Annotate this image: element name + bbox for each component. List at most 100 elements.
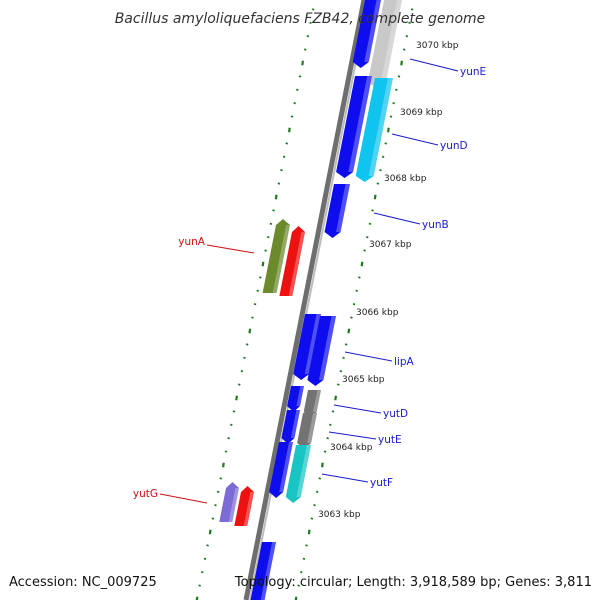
scale-label-3: 3067 kbp bbox=[369, 240, 412, 250]
tick-mark-inner bbox=[245, 343, 249, 346]
tick-mark-outer bbox=[358, 276, 361, 279]
gene-yunA-olive bbox=[262, 219, 290, 293]
tick-mark-outer bbox=[339, 370, 343, 373]
tick-mark-outer bbox=[307, 529, 311, 535]
gene-yunA-olive-body bbox=[262, 219, 290, 293]
tick-mark-inner bbox=[259, 276, 262, 279]
tick-mark-outer bbox=[305, 544, 308, 547]
gene-label-lipA: lipA bbox=[394, 356, 414, 368]
gene-yunB-highlight bbox=[336, 184, 350, 232]
tick-mark-inner bbox=[274, 194, 278, 200]
tick-mark-outer bbox=[379, 169, 382, 172]
tick-mark-outer bbox=[394, 88, 398, 91]
tick-mark-inner bbox=[282, 155, 286, 158]
tick-mark-inner bbox=[216, 490, 220, 493]
tick-mark-inner bbox=[311, 8, 315, 11]
tick-mark-inner bbox=[235, 395, 238, 401]
gene-yunA-olive-highlight bbox=[272, 225, 290, 293]
scale-label-7: 3063 kbp bbox=[318, 510, 361, 520]
gene-yunA-red-highlight bbox=[288, 232, 305, 296]
tick-mark-outer bbox=[355, 289, 359, 292]
tick-mark-outer bbox=[365, 236, 369, 239]
tick-mark-outer bbox=[321, 462, 324, 468]
tick-mark-outer bbox=[360, 261, 364, 267]
scale-labels: 3070 kbp 3069 kbp 3068 kbp 3067 kbp 3066 kbp… bbox=[318, 41, 459, 520]
tick-mark-inner bbox=[287, 127, 291, 133]
tick-mark-outer bbox=[376, 182, 380, 185]
gene-yutD-blue-body bbox=[287, 386, 304, 412]
gene-label-yutG: yutG bbox=[133, 488, 158, 500]
gene-yutF-blue-highlight bbox=[279, 442, 293, 492]
gene-label-yunE: yunE bbox=[460, 66, 486, 78]
gene-yunE-gray-body bbox=[367, 0, 403, 88]
tick-mark-inner bbox=[227, 437, 231, 440]
tick-mark-outer bbox=[313, 504, 316, 507]
tick-mark-outer bbox=[352, 303, 356, 306]
gene-label-yunB-connector bbox=[373, 212, 421, 225]
gene-yunD-blue-body bbox=[336, 76, 372, 178]
tick-mark-inner bbox=[266, 236, 270, 239]
gene-lipA-2-highlight bbox=[318, 316, 336, 380]
gene-yutE-blue bbox=[281, 410, 300, 444]
gene-lipA-2-body bbox=[307, 316, 336, 386]
tick-mark-outer bbox=[328, 423, 332, 426]
scale-label-5: 3065 kbp bbox=[342, 375, 385, 385]
tick-mark-outer bbox=[389, 115, 393, 118]
gene-yunD-lightblue bbox=[355, 78, 393, 182]
tick-mark-outer bbox=[347, 328, 351, 334]
gene-yutG-purple-body bbox=[219, 482, 239, 522]
tick-mark-inner bbox=[200, 571, 204, 574]
gene-yunD-blue-highlight bbox=[348, 76, 372, 172]
gene-yunD-lightblue-highlight bbox=[368, 78, 393, 176]
gene-label-yutF: yutF bbox=[370, 477, 393, 489]
gene-labels: yunE yunD yunB lipA yutD yutE yutF yunA yutG bbox=[133, 58, 486, 504]
gene-yutD-blue-highlight bbox=[296, 386, 304, 406]
tick-mark-outer bbox=[392, 102, 395, 105]
tick-mark-outer bbox=[373, 194, 377, 200]
gene-yunB-body bbox=[324, 184, 350, 238]
gene-yunD-lightblue-body bbox=[355, 78, 393, 182]
tick-mark-outer bbox=[331, 410, 335, 413]
gene-label-yutE-connector bbox=[328, 431, 377, 440]
tick-mark-inner bbox=[229, 423, 233, 426]
tick-mark-outer bbox=[294, 596, 298, 600]
gene-lipA-1 bbox=[293, 314, 321, 380]
tick-mark-inner bbox=[232, 410, 236, 413]
tick-mark-inner bbox=[206, 544, 209, 547]
tick-mark-inner bbox=[248, 328, 252, 334]
tick-mark-outer bbox=[310, 517, 314, 520]
tick-mark-inner bbox=[293, 102, 296, 105]
tick-mark-outer bbox=[302, 557, 306, 560]
backbone bbox=[243, 0, 369, 600]
tick-mark-outer bbox=[402, 48, 406, 51]
tick-mark-outer bbox=[336, 383, 340, 386]
tick-mark-inner bbox=[214, 504, 217, 507]
tick-mark-inner bbox=[240, 370, 244, 373]
gene-yutD-gray bbox=[303, 390, 321, 418]
tick-mark-outer bbox=[323, 450, 327, 453]
gene-lower-blue-highlight bbox=[260, 542, 276, 600]
tick-mark-inner bbox=[261, 261, 265, 267]
tick-mark-outer bbox=[371, 209, 374, 212]
tick-mark-inner bbox=[195, 596, 199, 600]
gene-label-yunA-connector bbox=[206, 244, 255, 254]
gene-yutE-gray-highlight bbox=[307, 413, 317, 443]
gene-yutG-red-highlight bbox=[243, 492, 254, 526]
gene-yutF-teal bbox=[285, 445, 311, 503]
gene-yunA-red-body bbox=[279, 226, 305, 296]
tick-mark-outer bbox=[410, 8, 414, 11]
tick-mark-inner bbox=[272, 209, 275, 212]
tick-mark-outer bbox=[315, 490, 319, 493]
tick-mark-outer bbox=[363, 249, 366, 252]
tick-mark-outer bbox=[350, 316, 353, 319]
tick-mark-inner bbox=[280, 169, 283, 172]
tick-mark-outer bbox=[386, 127, 390, 133]
scale-label-1: 3069 kbp bbox=[400, 108, 443, 118]
gene-label-lipA-connector bbox=[344, 351, 393, 362]
backbone-line-light bbox=[249, 0, 369, 600]
gene-yutD-gray-highlight bbox=[313, 390, 321, 412]
gene-yutD-blue bbox=[287, 386, 304, 412]
gene-yutG-red-body bbox=[234, 486, 254, 526]
